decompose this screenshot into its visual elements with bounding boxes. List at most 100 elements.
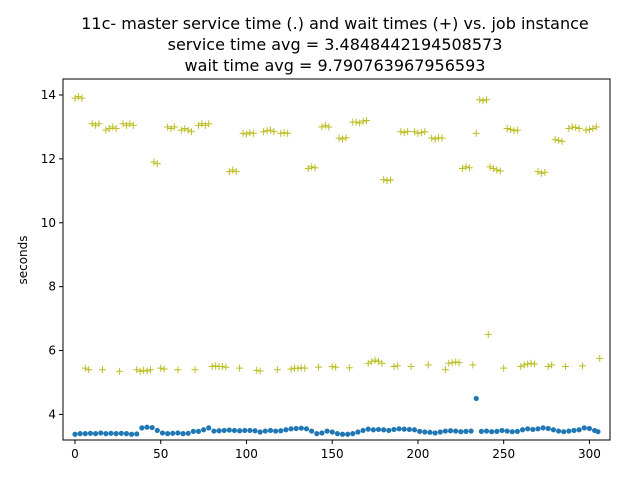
service-time-point xyxy=(581,425,587,431)
service-time-point xyxy=(77,431,83,437)
service-time-point xyxy=(406,426,412,433)
y-tick-label: 12 xyxy=(41,152,56,166)
wait-time-point xyxy=(534,168,542,176)
wait-time-point xyxy=(218,363,226,371)
service-time-point xyxy=(334,431,340,437)
wait-time-point xyxy=(441,366,449,374)
wait-time-point xyxy=(129,121,137,129)
wait-time-point xyxy=(74,93,82,101)
wait-time-point xyxy=(157,364,165,372)
service-time-point xyxy=(442,428,448,434)
wait-time-point xyxy=(198,120,206,128)
service-time-point xyxy=(309,428,315,434)
wait-time-point xyxy=(421,128,429,136)
service-time-point xyxy=(345,431,351,437)
service-time-point xyxy=(242,427,248,434)
service-time-point xyxy=(473,395,479,402)
service-time-point xyxy=(211,428,217,434)
wait-time-point xyxy=(544,363,552,371)
service-time-point xyxy=(535,426,541,432)
wait-time-point xyxy=(314,363,322,371)
service-time-point xyxy=(422,429,428,435)
wait-time-point xyxy=(524,360,532,368)
service-time-point xyxy=(411,427,418,433)
wait-time-point xyxy=(407,363,415,371)
wait-time-point xyxy=(232,168,240,176)
wait-time-point xyxy=(85,366,93,374)
wait-time-point xyxy=(98,366,106,374)
wait-time-point xyxy=(596,355,604,363)
service-time-point xyxy=(226,427,232,433)
wait-time-point xyxy=(579,362,587,370)
service-time-point xyxy=(267,427,274,434)
wait-time-point xyxy=(140,366,148,374)
service-time-point xyxy=(437,429,443,435)
wait-time-point xyxy=(339,135,347,143)
wait-time-point xyxy=(181,125,189,133)
service-time-point xyxy=(118,430,124,436)
wait-time-point xyxy=(225,168,233,176)
wait-time-point xyxy=(301,364,309,372)
wait-time-point xyxy=(143,367,151,375)
x-tick-label: 100 xyxy=(235,447,258,461)
wait-time-point xyxy=(479,97,487,105)
service-time-point xyxy=(386,427,392,434)
wait-time-point xyxy=(503,125,511,133)
x-tick-label: 0 xyxy=(71,447,79,461)
service-time-point xyxy=(221,427,227,434)
wait-time-point xyxy=(229,166,237,174)
service-time-point xyxy=(252,428,258,434)
wait-time-point xyxy=(428,134,436,142)
service-time-point xyxy=(303,426,310,432)
wait-time-point xyxy=(352,118,360,126)
wait-time-point xyxy=(222,363,230,371)
wait-time-point xyxy=(378,359,386,367)
service-time-point xyxy=(164,431,171,437)
service-time-point xyxy=(324,428,330,434)
service-time-point xyxy=(257,429,263,435)
service-time-point xyxy=(391,426,397,433)
service-time-point xyxy=(98,430,104,436)
wait-time-point xyxy=(541,168,549,176)
service-time-point xyxy=(247,427,253,434)
wait-time-point xyxy=(304,164,312,172)
wait-time-point xyxy=(208,363,216,371)
plot-area xyxy=(71,93,604,437)
wait-time-point xyxy=(81,364,89,372)
service-time-point xyxy=(494,428,500,434)
wait-time-point xyxy=(260,128,268,136)
wait-time-point xyxy=(375,357,383,365)
wait-time-point xyxy=(294,364,302,372)
wait-time-point xyxy=(486,163,494,171)
y-axis-label: seconds xyxy=(16,235,30,284)
service-time-point xyxy=(128,431,135,437)
service-time-point xyxy=(453,428,459,434)
wait-time-point xyxy=(404,127,412,135)
wait-time-point xyxy=(102,126,110,134)
wait-time-point xyxy=(335,134,343,142)
wait-time-point xyxy=(455,359,463,367)
wait-time-point xyxy=(325,123,333,131)
service-time-point xyxy=(201,427,207,433)
wait-time-point xyxy=(95,120,103,128)
wait-time-point xyxy=(368,358,376,366)
wait-time-point xyxy=(558,137,566,145)
service-time-point xyxy=(298,425,304,431)
wait-time-point xyxy=(364,359,372,367)
service-time-point xyxy=(237,428,243,434)
service-time-point xyxy=(87,430,94,436)
service-time-point xyxy=(144,424,150,430)
axes: 0 50 100 150 200 250 300 4 6 8 10 12 14 xyxy=(41,88,601,461)
service-time-point xyxy=(417,428,423,434)
service-time-point xyxy=(283,427,289,433)
y-tick-label: 4 xyxy=(48,407,56,421)
wait-time-point xyxy=(150,158,158,166)
service-time-point xyxy=(499,427,505,434)
service-time-point xyxy=(576,427,582,433)
wait-time-point xyxy=(116,367,124,375)
chart-title-line-3: wait time avg = 9.790763967956593 xyxy=(185,56,486,75)
wait-time-point xyxy=(332,363,340,371)
wait-time-point xyxy=(167,125,175,133)
service-time-point xyxy=(72,431,78,437)
wait-time-point xyxy=(92,121,100,129)
